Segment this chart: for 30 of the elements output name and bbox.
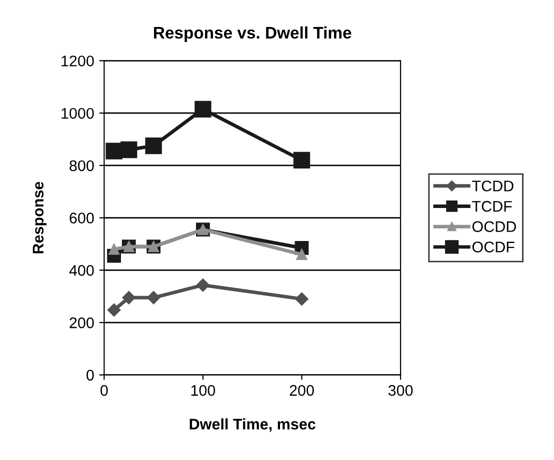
point <box>120 141 138 158</box>
x-tick-label: 200 <box>290 385 314 396</box>
point <box>194 100 212 118</box>
x-tick-label: 300 <box>388 385 413 396</box>
y-tick-label: 0 <box>86 370 94 381</box>
point <box>107 303 121 317</box>
chart-title: Response vs. Dwell Time <box>154 26 352 42</box>
point <box>196 278 210 292</box>
x-tick-label: 100 <box>191 385 216 396</box>
point <box>122 291 136 304</box>
point <box>108 244 120 255</box>
y-axis-title: Response <box>32 182 47 254</box>
x-tick-label: 0 <box>100 385 108 396</box>
y-tick-label: 800 <box>70 160 94 172</box>
legend-label: TCDD <box>472 180 514 192</box>
point <box>145 137 162 154</box>
point <box>146 291 160 304</box>
x-axis-title: Dwell Time, msec <box>190 418 316 432</box>
y-tick-label: 1200 <box>62 56 94 66</box>
point <box>293 152 310 169</box>
legend-label: TCDF <box>472 200 512 212</box>
point <box>106 142 122 160</box>
y-tick-label: 1000 <box>62 108 94 119</box>
point <box>295 292 308 306</box>
point <box>296 248 308 260</box>
y-tick-label: 400 <box>69 265 94 276</box>
y-tick-label: 600 <box>70 212 94 224</box>
legend-label: OCDF <box>472 242 514 252</box>
y-tick-label: 200 <box>70 317 94 328</box>
legend-label: OCDD <box>472 221 516 232</box>
